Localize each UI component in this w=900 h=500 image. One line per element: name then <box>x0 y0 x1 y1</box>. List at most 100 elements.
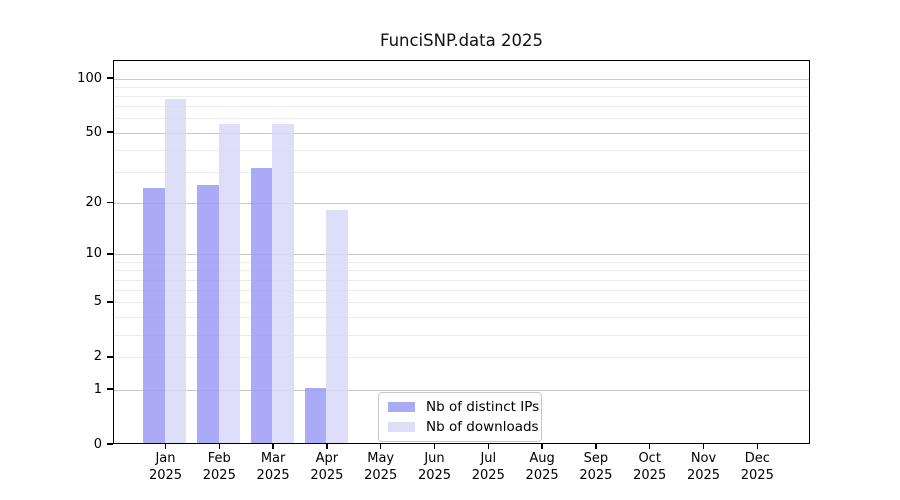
x-tick-month: Dec <box>744 451 770 466</box>
x-tick-year: 2025 <box>525 468 559 483</box>
x-tick-jun <box>433 444 436 449</box>
plot-area: Nb of distinct IPs Nb of downloads <box>113 60 810 444</box>
y-gridline-minor-4 <box>114 316 809 318</box>
x-tick-month: Oct <box>638 451 661 466</box>
x-tick-month: Nov <box>690 451 717 466</box>
legend-item-downloads: Nb of downloads <box>388 419 539 435</box>
y-tick-label-10: 10 <box>85 246 102 262</box>
x-tick-label-jul: Jul 2025 <box>448 450 528 484</box>
x-tick-sep <box>595 444 597 449</box>
legend-label-distinct-ips: Nb of distinct IPs <box>426 399 540 415</box>
x-tick-oct <box>648 444 651 449</box>
y-tick-label-5: 5 <box>93 294 102 310</box>
x-tick-month: Apr <box>315 451 339 466</box>
x-tick-month: Sep <box>583 451 609 466</box>
y-gridline-minor-60 <box>114 118 809 120</box>
y-tick-1 <box>107 388 113 390</box>
x-tick-year: 2025 <box>579 468 613 483</box>
bar-distinct-ips-feb <box>197 184 219 443</box>
x-tick-label-jan: Jan 2025 <box>126 450 206 484</box>
bar-distinct-ips-jan <box>143 187 165 443</box>
x-tick-apr <box>326 444 328 449</box>
x-tick-year: 2025 <box>148 468 183 483</box>
y-tick-label-1: 1 <box>93 381 102 397</box>
y-tick-10 <box>107 253 113 255</box>
y-gridline-20 <box>114 203 809 205</box>
y-gridline-1 <box>114 389 809 391</box>
x-tick-month: Jul <box>480 451 497 466</box>
y-tick-100 <box>107 77 113 79</box>
x-tick-feb <box>218 444 221 449</box>
y-tick-2 <box>107 356 113 358</box>
y-gridline-minor-90 <box>114 86 809 88</box>
bar-distinct-ips-mar <box>250 168 273 443</box>
chart-title: FunciSNP.data 2025 <box>379 31 543 50</box>
x-tick-jan <box>164 444 167 449</box>
x-tick-label-nov: Nov 2025 <box>664 450 744 484</box>
x-tick-label-apr: Apr 2025 <box>287 450 367 484</box>
y-gridline-minor-70 <box>114 106 809 108</box>
y-gridline-10 <box>114 254 809 256</box>
x-tick-month: Jun <box>424 451 445 466</box>
y-gridline-minor-2 <box>114 357 809 359</box>
x-tick-label-jun: Jun 2025 <box>395 450 475 484</box>
y-tick-20 <box>107 201 113 204</box>
x-tick-label-oct: Oct 2025 <box>610 450 690 484</box>
x-tick-label-may: May 2025 <box>341 450 421 484</box>
x-tick-jul <box>487 444 490 449</box>
y-gridline-minor-6 <box>114 290 809 292</box>
y-tick-0 <box>107 443 113 445</box>
x-tick-aug <box>541 444 543 449</box>
legend-swatch-downloads <box>388 422 415 432</box>
x-tick-year: 2025 <box>364 468 398 483</box>
x-tick-may <box>379 444 382 449</box>
x-tick-month: May <box>367 451 395 466</box>
x-tick-year: 2025 <box>633 468 667 483</box>
y-tick-label-100: 100 <box>77 70 102 86</box>
x-tick-month: Mar <box>260 451 286 466</box>
y-gridline-minor-9 <box>114 261 809 263</box>
y-tick-label-0: 0 <box>93 436 102 452</box>
x-tick-label-aug: Aug 2025 <box>502 450 582 484</box>
legend: Nb of distinct IPs Nb of downloads <box>378 392 542 442</box>
x-tick-label-dec: Dec 2025 <box>717 450 797 484</box>
y-tick-50 <box>107 131 113 133</box>
bar-downloads-feb <box>218 123 241 443</box>
x-tick-year: 2025 <box>740 468 774 483</box>
bar-distinct-ips-apr <box>304 388 327 443</box>
bar-downloads-mar <box>272 123 294 443</box>
y-gridline-minor-3 <box>114 334 809 336</box>
x-tick-year: 2025 <box>686 468 721 483</box>
x-tick-dec <box>756 444 759 449</box>
x-tick-nov <box>702 444 705 449</box>
x-tick-label-mar: Mar 2025 <box>233 450 313 484</box>
legend-swatch-distinct-ips <box>388 402 415 412</box>
x-tick-month: Aug <box>529 451 555 466</box>
x-tick-year: 2025 <box>310 468 344 483</box>
x-tick-label-sep: Sep 2025 <box>556 450 636 484</box>
legend-label-downloads: Nb of downloads <box>426 419 539 435</box>
x-tick-month: Feb <box>207 451 231 466</box>
x-tick-year: 2025 <box>471 468 505 483</box>
y-tick-label-50: 50 <box>85 124 102 140</box>
x-tick-month: Jan <box>155 451 176 466</box>
y-tick-5 <box>107 301 113 303</box>
y-tick-label-20: 20 <box>85 195 102 211</box>
y-gridline-minor-5 <box>114 302 809 304</box>
x-tick-year: 2025 <box>256 468 290 483</box>
y-gridline-minor-40 <box>114 150 809 151</box>
y-gridline-50 <box>114 132 809 134</box>
y-gridline-minor-30 <box>114 172 809 174</box>
y-gridline-minor-7 <box>114 279 809 281</box>
y-gridline-100 <box>114 78 809 80</box>
x-tick-mar <box>272 444 274 449</box>
y-gridline-minor-8 <box>114 270 809 272</box>
bar-downloads-apr <box>326 209 348 443</box>
y-gridline-minor-80 <box>114 96 809 97</box>
bar-downloads-jan <box>164 98 187 443</box>
x-tick-year: 2025 <box>417 468 452 483</box>
y-tick-label-2: 2 <box>93 349 102 365</box>
legend-item-distinct-ips: Nb of distinct IPs <box>388 399 539 415</box>
x-tick-label-feb: Feb 2025 <box>179 450 259 484</box>
